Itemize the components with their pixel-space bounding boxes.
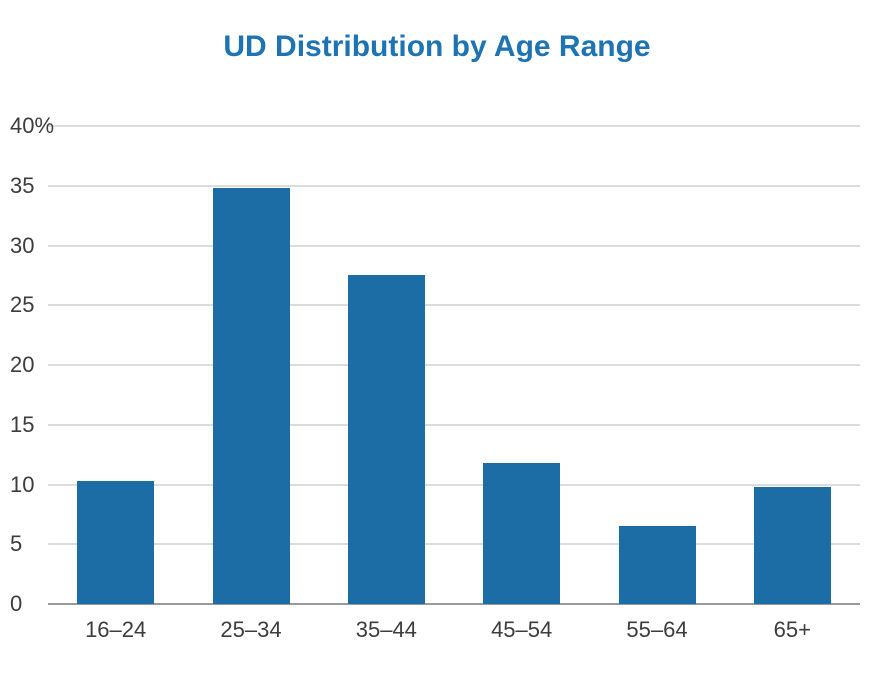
gridline-30 (48, 244, 860, 247)
x-tick-label: 35–44 (355, 617, 417, 642)
gridline-25 (48, 304, 860, 307)
bar-45–54 (483, 463, 561, 604)
chart-title: UD Distribution by Age Range (223, 30, 651, 63)
y-tick-label: 0 (10, 591, 23, 616)
bar-65+ (753, 486, 831, 604)
gridline-35 (48, 184, 860, 187)
plot-area: 0 5 10 15 20 25 30 35 40% 16–24 25–34 35–44 45–54 55–… (10, 113, 860, 642)
x-axis-line (48, 603, 860, 605)
y-tick-label: 5 (10, 531, 23, 557)
y-tick-label: 10 (10, 471, 35, 497)
gridline-15 (48, 423, 860, 426)
x-tick-label: 45–54 (491, 617, 553, 642)
bar-35–44 (347, 275, 425, 604)
y-tick-label: 40% (10, 113, 55, 138)
gridline-5 (48, 543, 860, 546)
y-tick-label: 15 (10, 411, 35, 437)
y-tick-label: 35 (10, 172, 35, 198)
x-tick-label: 25–34 (220, 617, 282, 642)
x-tick-label: 55–64 (626, 617, 688, 642)
y-tick-label: 20 (10, 352, 35, 377)
bar-55–64 (618, 526, 696, 604)
y-tick-label: 25 (10, 292, 35, 318)
x-tick-label: 16–24 (85, 617, 147, 642)
y-tick-label: 30 (10, 232, 35, 258)
bar-16–24 (77, 480, 155, 604)
gridline-40 (48, 125, 860, 127)
x-tick-label: 65+ (773, 617, 811, 642)
bar-25–34 (212, 188, 290, 604)
gridline-20 (48, 364, 860, 366)
gridline-10 (48, 483, 860, 486)
